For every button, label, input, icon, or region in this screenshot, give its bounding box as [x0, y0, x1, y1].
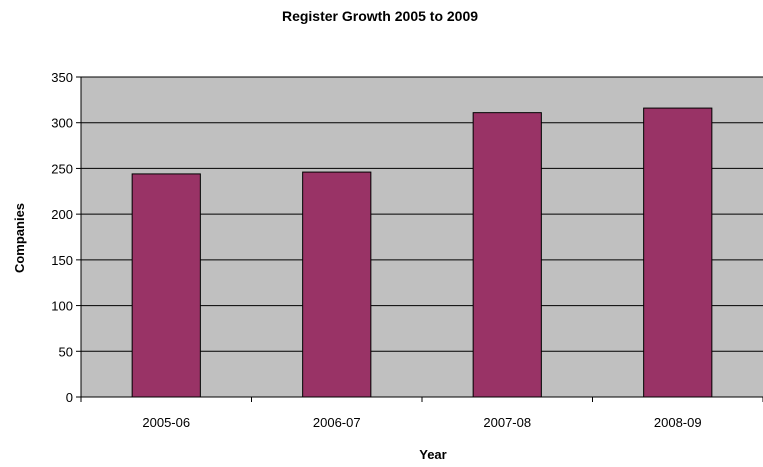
- y-tick-label: 50: [59, 344, 73, 359]
- y-tick-labels: 0 50 100 150 200 250 300 350: [51, 70, 73, 405]
- y-tick-label: 300: [51, 116, 73, 131]
- y-tick-label: 100: [51, 299, 73, 314]
- y-tick-label: 250: [51, 161, 73, 176]
- y-axis-title: Companies: [12, 203, 27, 273]
- bar-2006-07: [302, 171, 372, 398]
- axes: [76, 76, 763, 402]
- x-tick-label: 2008-09: [654, 415, 702, 430]
- bar-2005-06: [131, 173, 201, 398]
- x-tick-label: 2005-06: [142, 415, 190, 430]
- chart-title: Register Growth 2005 to 2009: [282, 8, 478, 24]
- x-tick-labels: 2005-06 2006-07 2007-08 2008-09: [142, 415, 701, 430]
- x-tick-label: 2006-07: [313, 415, 361, 430]
- x-tick-label: 2007-08: [483, 415, 531, 430]
- bar-2007-08: [472, 112, 542, 398]
- y-tick-label: 200: [51, 207, 73, 222]
- x-axis-title: Year: [419, 447, 446, 462]
- y-tick-label: 350: [51, 70, 73, 85]
- bar-2008-09: [643, 107, 713, 398]
- y-tick-label: 150: [51, 253, 73, 268]
- y-tick-label: 0: [66, 390, 73, 405]
